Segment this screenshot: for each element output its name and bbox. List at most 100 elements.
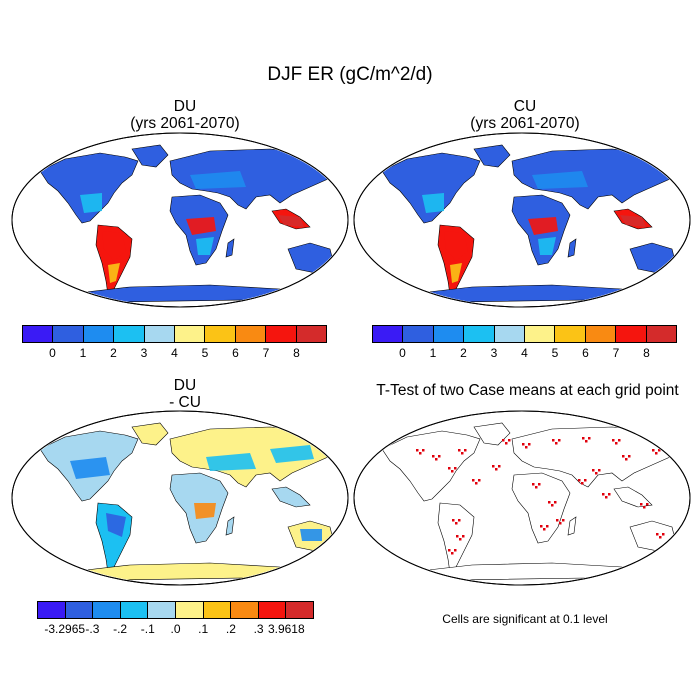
- significant-cell: [454, 467, 457, 470]
- significant-cell: [452, 519, 455, 522]
- colorbar-tick-label: 4: [521, 346, 528, 360]
- significant-cell: [472, 479, 475, 482]
- significant-cell: [532, 483, 535, 486]
- significant-cell: [625, 458, 628, 461]
- significant-cell: [548, 501, 551, 504]
- significant-cell: [464, 449, 467, 452]
- significant-cell: [584, 479, 587, 482]
- colorbar-tick-label: .2: [225, 622, 236, 636]
- panel-cu-title-line1: CU: [513, 98, 537, 115]
- significant-cell: [602, 493, 605, 496]
- colorbar-tick-label: 2: [110, 346, 117, 360]
- significant-cell: [461, 452, 464, 455]
- panel-ttest-title: T-Test of two Case means at each grid po…: [350, 382, 700, 399]
- colorbar-swatch: [114, 326, 145, 342]
- significant-cell: [451, 552, 454, 555]
- colorbar-tick-label: 5: [201, 346, 209, 360]
- colorbar-tick-label: 7: [262, 346, 270, 360]
- colorbar-tick-label: -3.2965: [44, 622, 86, 636]
- colorbar-tick-label: 0: [399, 346, 406, 360]
- significant-cell: [462, 535, 465, 538]
- significant-cell: [419, 452, 422, 455]
- colorbar-tick-label: .3: [253, 622, 264, 636]
- value-region: [102, 231, 126, 261]
- colorbar-swatch: [258, 602, 287, 618]
- colorbar-tick-label: 3: [140, 346, 148, 360]
- significant-cell: [492, 465, 495, 468]
- landmass-madagascar: [225, 516, 235, 536]
- significant-cell: [495, 468, 498, 471]
- significant-cell: [543, 528, 546, 531]
- landmass-namerica: [39, 152, 139, 224]
- colorbar-tick-label: -.2: [113, 622, 128, 636]
- value-region: [196, 237, 214, 255]
- value-region: [532, 171, 588, 189]
- landmass-greenland: [131, 144, 169, 168]
- panel-ttest-title-line1: T-Test of two Case means at each grid po…: [376, 382, 679, 399]
- colorbar-swatch: [231, 602, 259, 618]
- significant-cell: [588, 437, 591, 440]
- significant-cell: [558, 439, 561, 442]
- significant-cell: [416, 449, 419, 452]
- significant-cell: [508, 439, 511, 442]
- colorbar-swatch: [585, 326, 617, 342]
- landmass-madagascar: [567, 238, 577, 258]
- colorbar-tick-label: .1: [198, 622, 209, 636]
- colorbar-cu-ticks: 0 1 2 3 4 5 6 7 8: [372, 346, 677, 362]
- colorbar-du: [22, 325, 327, 343]
- value-region: [450, 263, 462, 283]
- significant-cell: [454, 549, 457, 552]
- colorbar-swatch: [464, 326, 495, 342]
- significant-cell: [525, 446, 528, 449]
- colorbar-swatch: [555, 326, 586, 342]
- significant-cell: [559, 522, 562, 525]
- figure-title: DJF ER (gC/m^2/d): [267, 64, 433, 85]
- significant-cell: [608, 493, 611, 496]
- significant-cell: [535, 486, 538, 489]
- significant-cell: [528, 443, 531, 446]
- panel-diff-title-line2: - CU: [169, 394, 201, 411]
- colorbar-tick-label: .0: [170, 622, 181, 636]
- significant-cell: [552, 439, 555, 442]
- significant-cell: [498, 465, 501, 468]
- significant-cell: [554, 501, 557, 504]
- map-border: [353, 410, 691, 586]
- value-region: [108, 263, 120, 283]
- colorbar-swatch: [235, 326, 267, 342]
- colorbar-swatch: [286, 602, 313, 618]
- significant-cell: [505, 442, 508, 445]
- colorbar-swatch: [175, 326, 206, 342]
- colorbar-tick-label: 6: [582, 346, 589, 360]
- colorbar-du-ticks: 0 1 2 3 4 5 6 7 8: [22, 346, 327, 362]
- colorbar-swatch: [38, 602, 66, 618]
- significant-cell: [556, 519, 559, 522]
- significant-cell: [662, 533, 665, 536]
- colorbar-swatch: [494, 326, 526, 342]
- map-du: [11, 132, 349, 308]
- landmass-seasia: [271, 486, 311, 508]
- significant-cell: [582, 437, 585, 440]
- colorbar-tick-label: -.1: [140, 622, 155, 636]
- value-region: [444, 231, 468, 261]
- colorbar-cu: [372, 325, 677, 343]
- significant-cell: [628, 455, 631, 458]
- value-region: [620, 215, 646, 227]
- colorbar-swatch: [433, 326, 465, 342]
- value-region: [186, 217, 216, 235]
- significant-cell: [546, 525, 549, 528]
- colorbar-swatch: [403, 326, 434, 342]
- significant-cell: [622, 455, 625, 458]
- colorbar-swatch: [23, 326, 54, 342]
- significant-cell: [448, 467, 451, 470]
- colorbar-swatch: [144, 326, 176, 342]
- colorbar-swatch: [83, 326, 115, 342]
- significant-cell: [585, 440, 588, 443]
- value-region: [206, 453, 256, 471]
- colorbar-swatch: [65, 602, 94, 618]
- significant-cell: [432, 455, 435, 458]
- landmass-namerica: [381, 152, 481, 224]
- colorbar-tick-label: 8: [643, 346, 650, 360]
- significant-cell: [655, 452, 658, 455]
- value-region: [300, 529, 322, 541]
- significant-cell: [456, 535, 459, 538]
